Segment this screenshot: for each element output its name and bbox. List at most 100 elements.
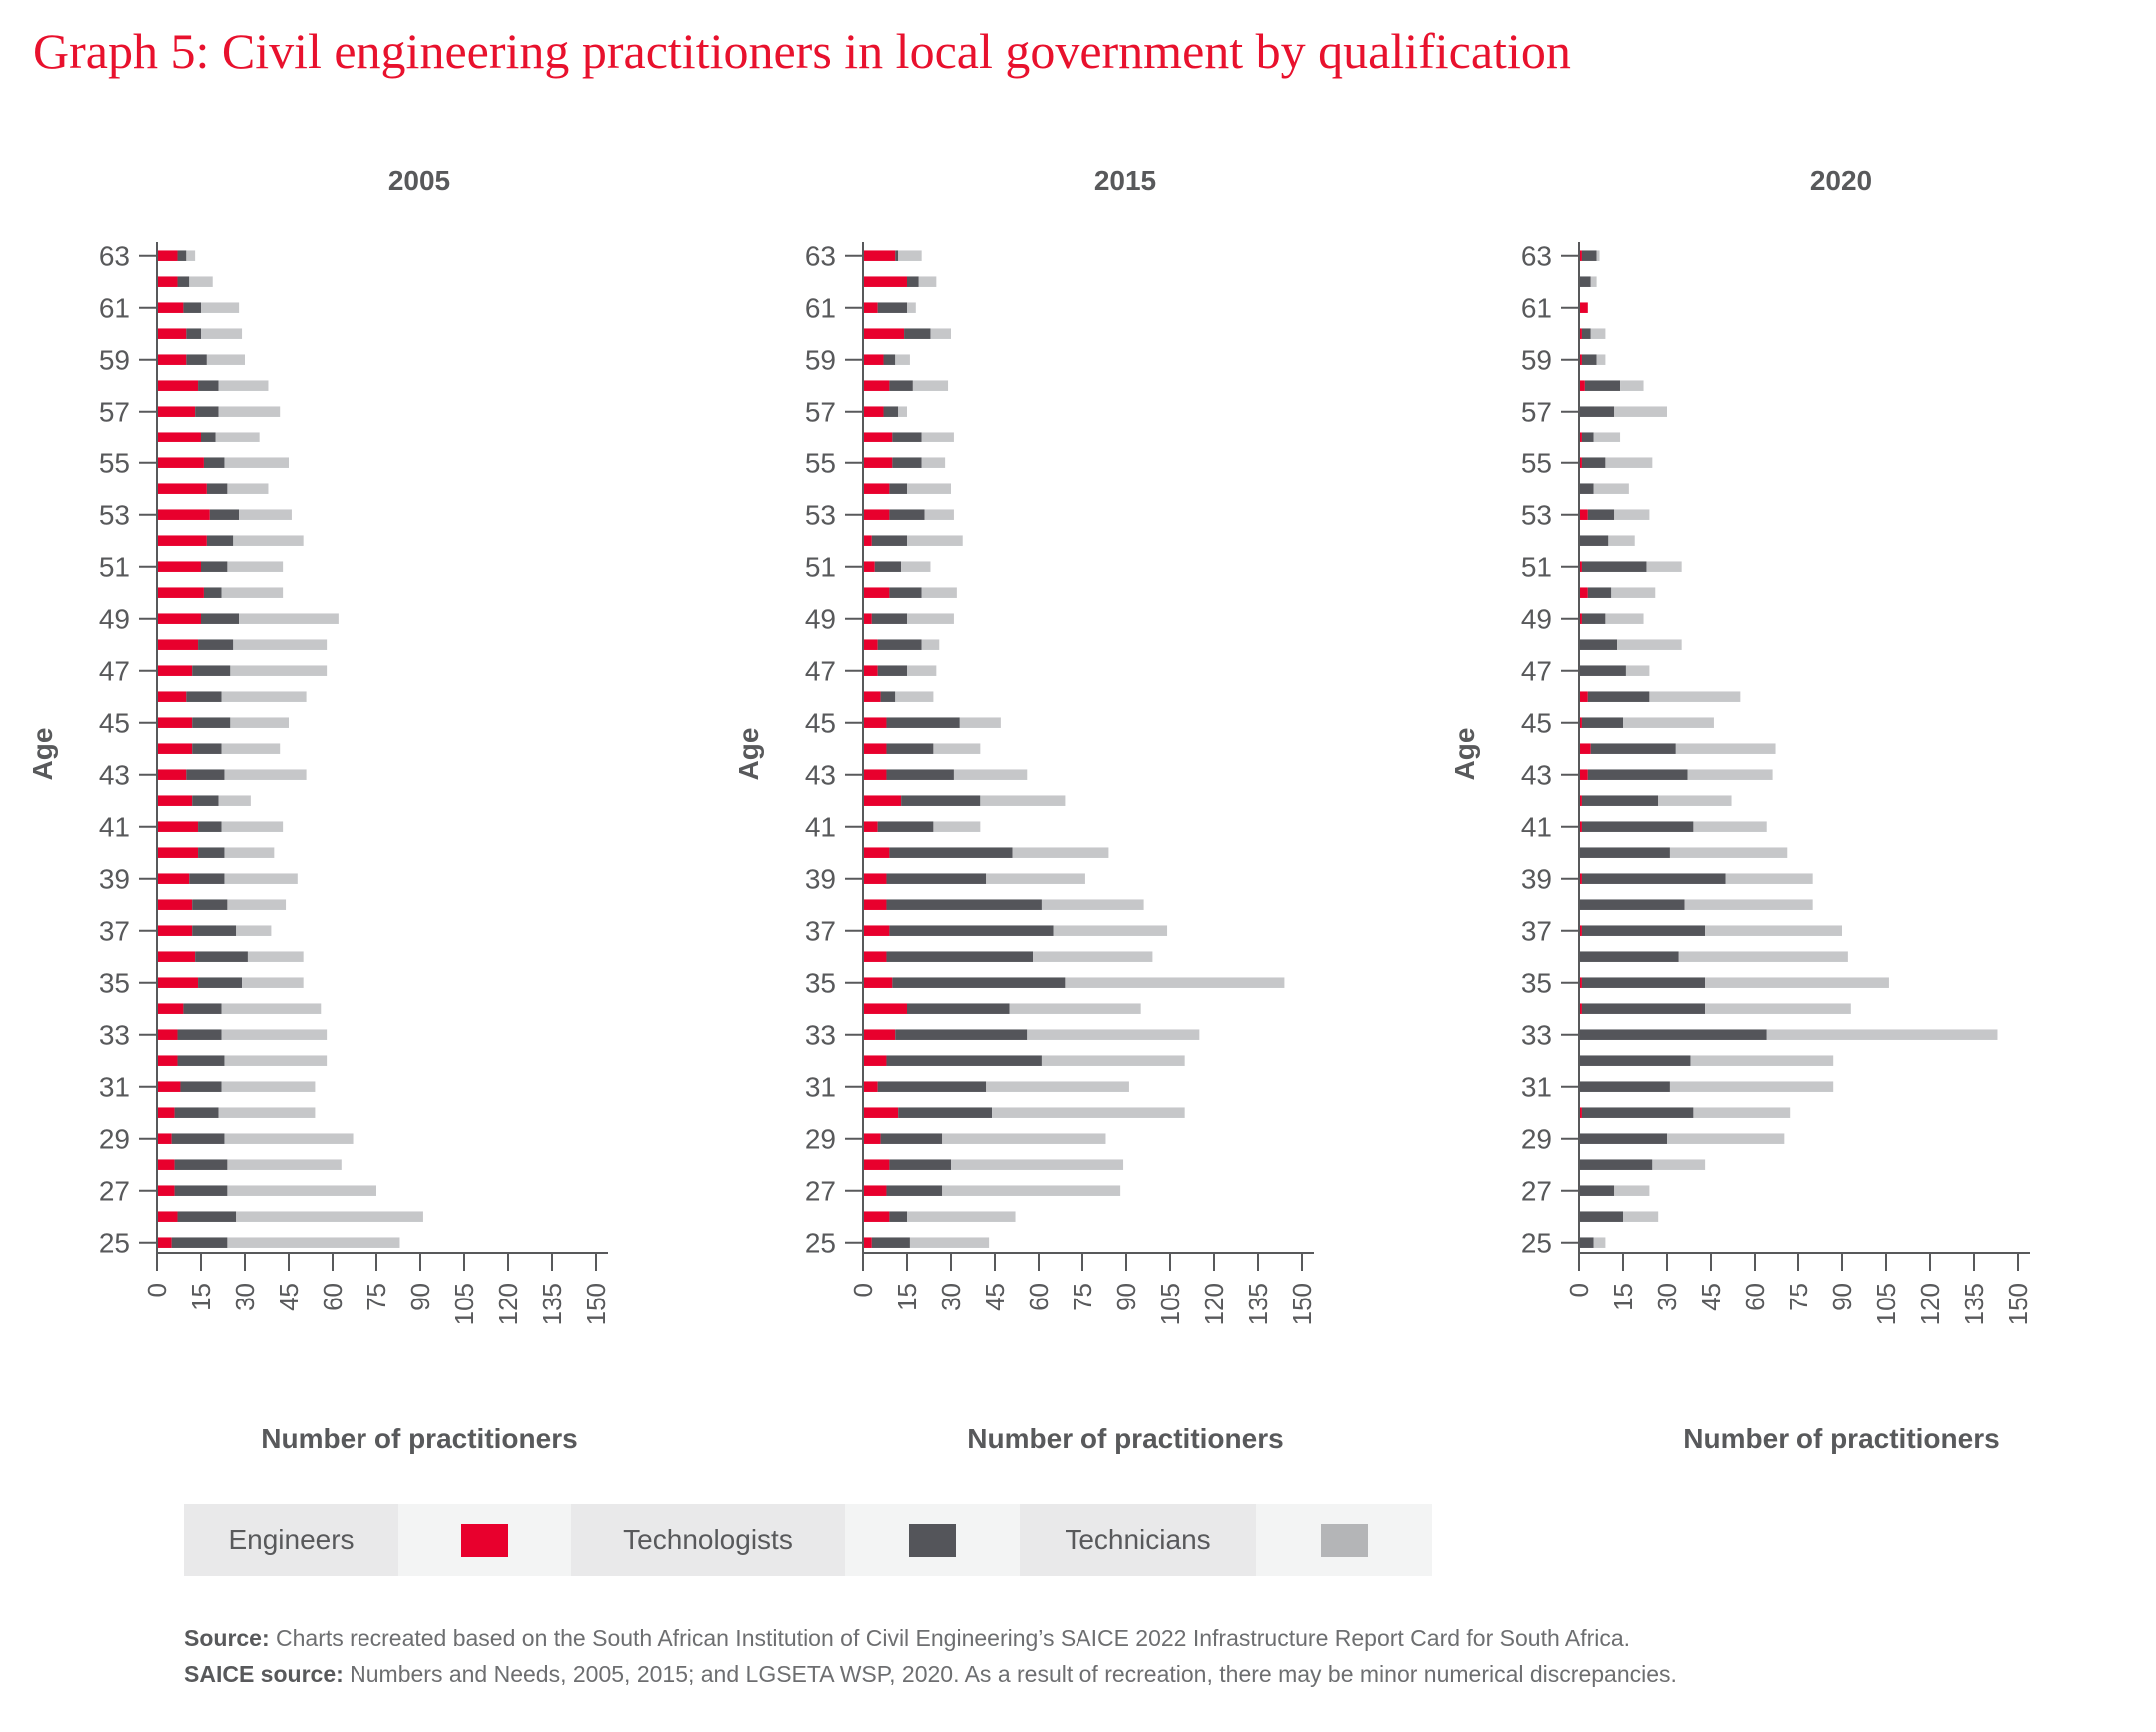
bar-technicians-age-48	[1617, 639, 1682, 650]
bar-technicians-age-39	[986, 873, 1085, 884]
bar-engineers-age-35	[157, 977, 199, 988]
bar-engineers-age-56	[157, 432, 201, 442]
y-tick-label: 27	[805, 1176, 836, 1207]
bar-technologists-age-29	[880, 1133, 943, 1144]
bar-technologists-age-44	[192, 743, 222, 754]
bar-technicians-age-40	[224, 847, 275, 858]
bar-technicians-age-52	[1608, 535, 1635, 546]
bar-technologists-age-42	[1581, 795, 1659, 806]
bar-technicians-age-42	[980, 795, 1066, 806]
bar-technologists-age-38	[192, 899, 228, 910]
bar-technicians-age-31	[986, 1081, 1129, 1092]
bar-technologists-age-56	[892, 432, 922, 442]
bar-engineers-age-25	[157, 1237, 172, 1248]
y-tick-label: 37	[1521, 916, 1552, 947]
bar-technologists-age-50	[1587, 587, 1612, 598]
x-axis-title: Number of practitioners	[1683, 1423, 1999, 1454]
bar-engineers-age-30	[1579, 1107, 1582, 1118]
y-tick-label: 47	[805, 656, 836, 687]
legend-swatch-engineers	[461, 1523, 508, 1557]
bar-technicians-age-57	[898, 406, 907, 417]
bar-technicians-age-63	[898, 250, 922, 261]
bar-technologists-age-33	[1579, 1029, 1767, 1040]
bar-technicians-age-55	[224, 457, 289, 468]
bar-engineers-age-57	[863, 406, 884, 417]
y-tick-label: 41	[1521, 812, 1552, 843]
bar-engineers-age-32	[157, 1055, 178, 1066]
bar-engineers-age-58	[157, 380, 199, 391]
bar-technologists-age-61	[183, 302, 201, 313]
bar-technologists-age-52	[871, 535, 907, 546]
bar-technicians-age-51	[901, 561, 931, 572]
bar-technicians-age-32	[224, 1055, 328, 1066]
y-tick-label: 45	[99, 708, 130, 739]
bar-engineers-age-60	[863, 328, 905, 339]
bar-technicians-age-50	[221, 587, 284, 598]
chart-2020: 2020 63 61 59 57 55 53 51 49 47 45 43 41 39 37 35 33 31 29…	[1449, 165, 2033, 1454]
bar-engineers-age-53	[863, 509, 890, 520]
bar-technologists-age-59	[1581, 354, 1597, 365]
bar-engineers-age-42	[863, 795, 902, 806]
y-tick-label: 57	[99, 397, 130, 428]
bar-technologists-age-41	[1581, 821, 1694, 832]
bar-technologists-age-62	[907, 276, 919, 287]
bar-technologists-age-27	[1579, 1185, 1615, 1196]
bar-technicians-age-54	[227, 483, 269, 494]
bar-technicians-age-61	[201, 302, 240, 313]
legend-swatch-engineers-cell	[398, 1504, 571, 1576]
bar-technologists-age-60	[1581, 328, 1591, 339]
bar-technicians-age-60	[1590, 328, 1606, 339]
bar-technicians-age-38	[1684, 899, 1813, 910]
y-tick-label: 39	[99, 864, 130, 895]
y-tick-label: 53	[805, 500, 836, 531]
x-tick-label: 30	[230, 1283, 260, 1311]
bar-technicians-age-53	[239, 509, 292, 520]
y-tick-label: 63	[99, 241, 130, 272]
bar-engineers-age-43	[157, 769, 187, 780]
bar-technologists-age-30	[1581, 1107, 1694, 1118]
source-label: Source:	[184, 1625, 270, 1651]
bar-technicians-age-47	[1625, 665, 1650, 676]
bar-engineers-age-54	[863, 483, 890, 494]
bar-technicians-age-52	[907, 535, 963, 546]
bar-engineers-age-36	[863, 951, 887, 962]
bar-engineers-age-43	[1579, 769, 1588, 780]
bar-technicians-age-41	[221, 821, 284, 832]
bar-technologists-age-35	[892, 977, 1066, 988]
bar-technologists-age-44	[1590, 743, 1676, 754]
bar-engineers-age-63	[1579, 250, 1582, 261]
bar-technologists-age-28	[1579, 1159, 1653, 1170]
x-axis-title: Number of practitioners	[261, 1423, 577, 1454]
bar-engineers-age-41	[863, 821, 878, 832]
bar-technologists-age-60	[904, 328, 931, 339]
x-tick-label: 150	[2003, 1283, 2033, 1325]
legend-swatch-technicians-cell	[1256, 1504, 1432, 1576]
bar-technologists-age-31	[1579, 1081, 1670, 1092]
bar-engineers-age-28	[157, 1159, 175, 1170]
bar-technicians-age-38	[227, 899, 287, 910]
bar-technologists-age-62	[1579, 276, 1591, 287]
bar-technicians-age-62	[1590, 276, 1597, 287]
legend-label-technologists: Technologists	[571, 1504, 845, 1576]
bar-technologists-age-61	[877, 302, 907, 313]
bar-engineers-age-27	[863, 1185, 887, 1196]
bar-technologists-age-55	[1581, 457, 1606, 468]
bar-technicians-age-46	[895, 691, 934, 702]
y-tick-label: 25	[805, 1228, 836, 1259]
x-tick-label: 75	[1784, 1283, 1813, 1311]
y-tick-label: 59	[1521, 345, 1552, 376]
x-tick-label: 105	[1155, 1283, 1185, 1325]
y-tick-label: 33	[805, 1020, 836, 1051]
bar-technologists-age-47	[192, 665, 231, 676]
bar-engineers-age-34	[1579, 1003, 1582, 1014]
bar-engineers-age-42	[157, 795, 193, 806]
bar-engineers-age-51	[1579, 561, 1582, 572]
y-tick-label: 35	[99, 968, 130, 999]
bar-technologists-age-47	[877, 665, 907, 676]
y-tick-label: 39	[1521, 864, 1552, 895]
y-tick-label: 51	[805, 552, 836, 583]
y-tick-label: 63	[1521, 241, 1552, 272]
y-tick-label: 33	[99, 1020, 130, 1051]
bar-technicians-age-46	[221, 691, 307, 702]
bar-technicians-age-36	[1033, 951, 1153, 962]
